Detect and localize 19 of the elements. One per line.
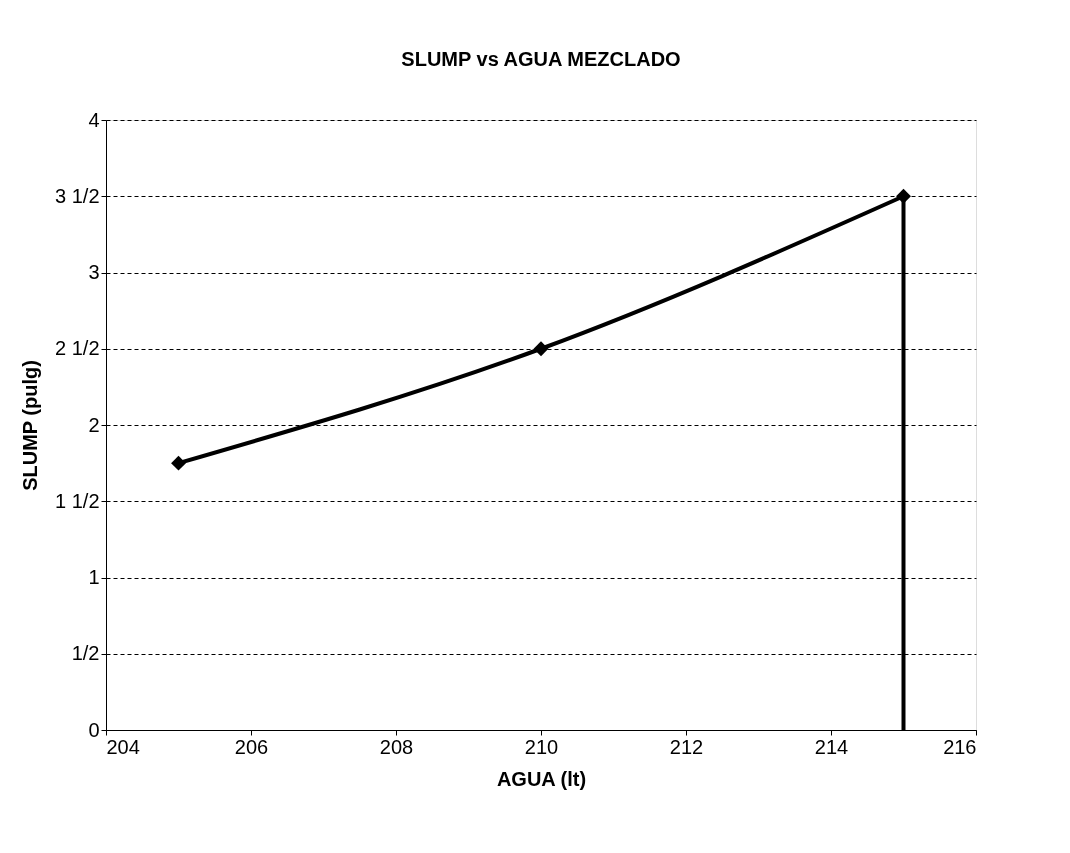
y-tick-label: 1: [88, 566, 100, 588]
x-axis-title: AGUA (lt): [496, 767, 587, 790]
x-tick-label: 204: [106, 735, 140, 758]
x-tick-label: 212: [669, 735, 704, 758]
y-tick-label: 3: [88, 261, 100, 283]
x-tick-label: 210: [524, 735, 559, 758]
x-tick-label: 208: [379, 735, 414, 758]
y-tick-label: 4: [88, 108, 100, 131]
chart-title: SLUMP vs AGUA MEZCLADO: [401, 48, 681, 70]
x-tick-label: 214: [814, 735, 849, 758]
y-tick-label: 2 1/2: [55, 337, 100, 360]
y-tick-label: 1/2: [71, 642, 100, 665]
y-tick-label: 2: [88, 413, 100, 436]
y-tick-label: 0: [88, 718, 100, 741]
y-axis-title: SLUMP (pulg): [19, 360, 42, 491]
y-tick-label: 3 1/2: [55, 184, 100, 207]
x-tick-label: 206: [234, 735, 269, 758]
y-tick-label: 1 1/2: [55, 489, 100, 512]
x-tick-label: 216: [943, 735, 977, 758]
